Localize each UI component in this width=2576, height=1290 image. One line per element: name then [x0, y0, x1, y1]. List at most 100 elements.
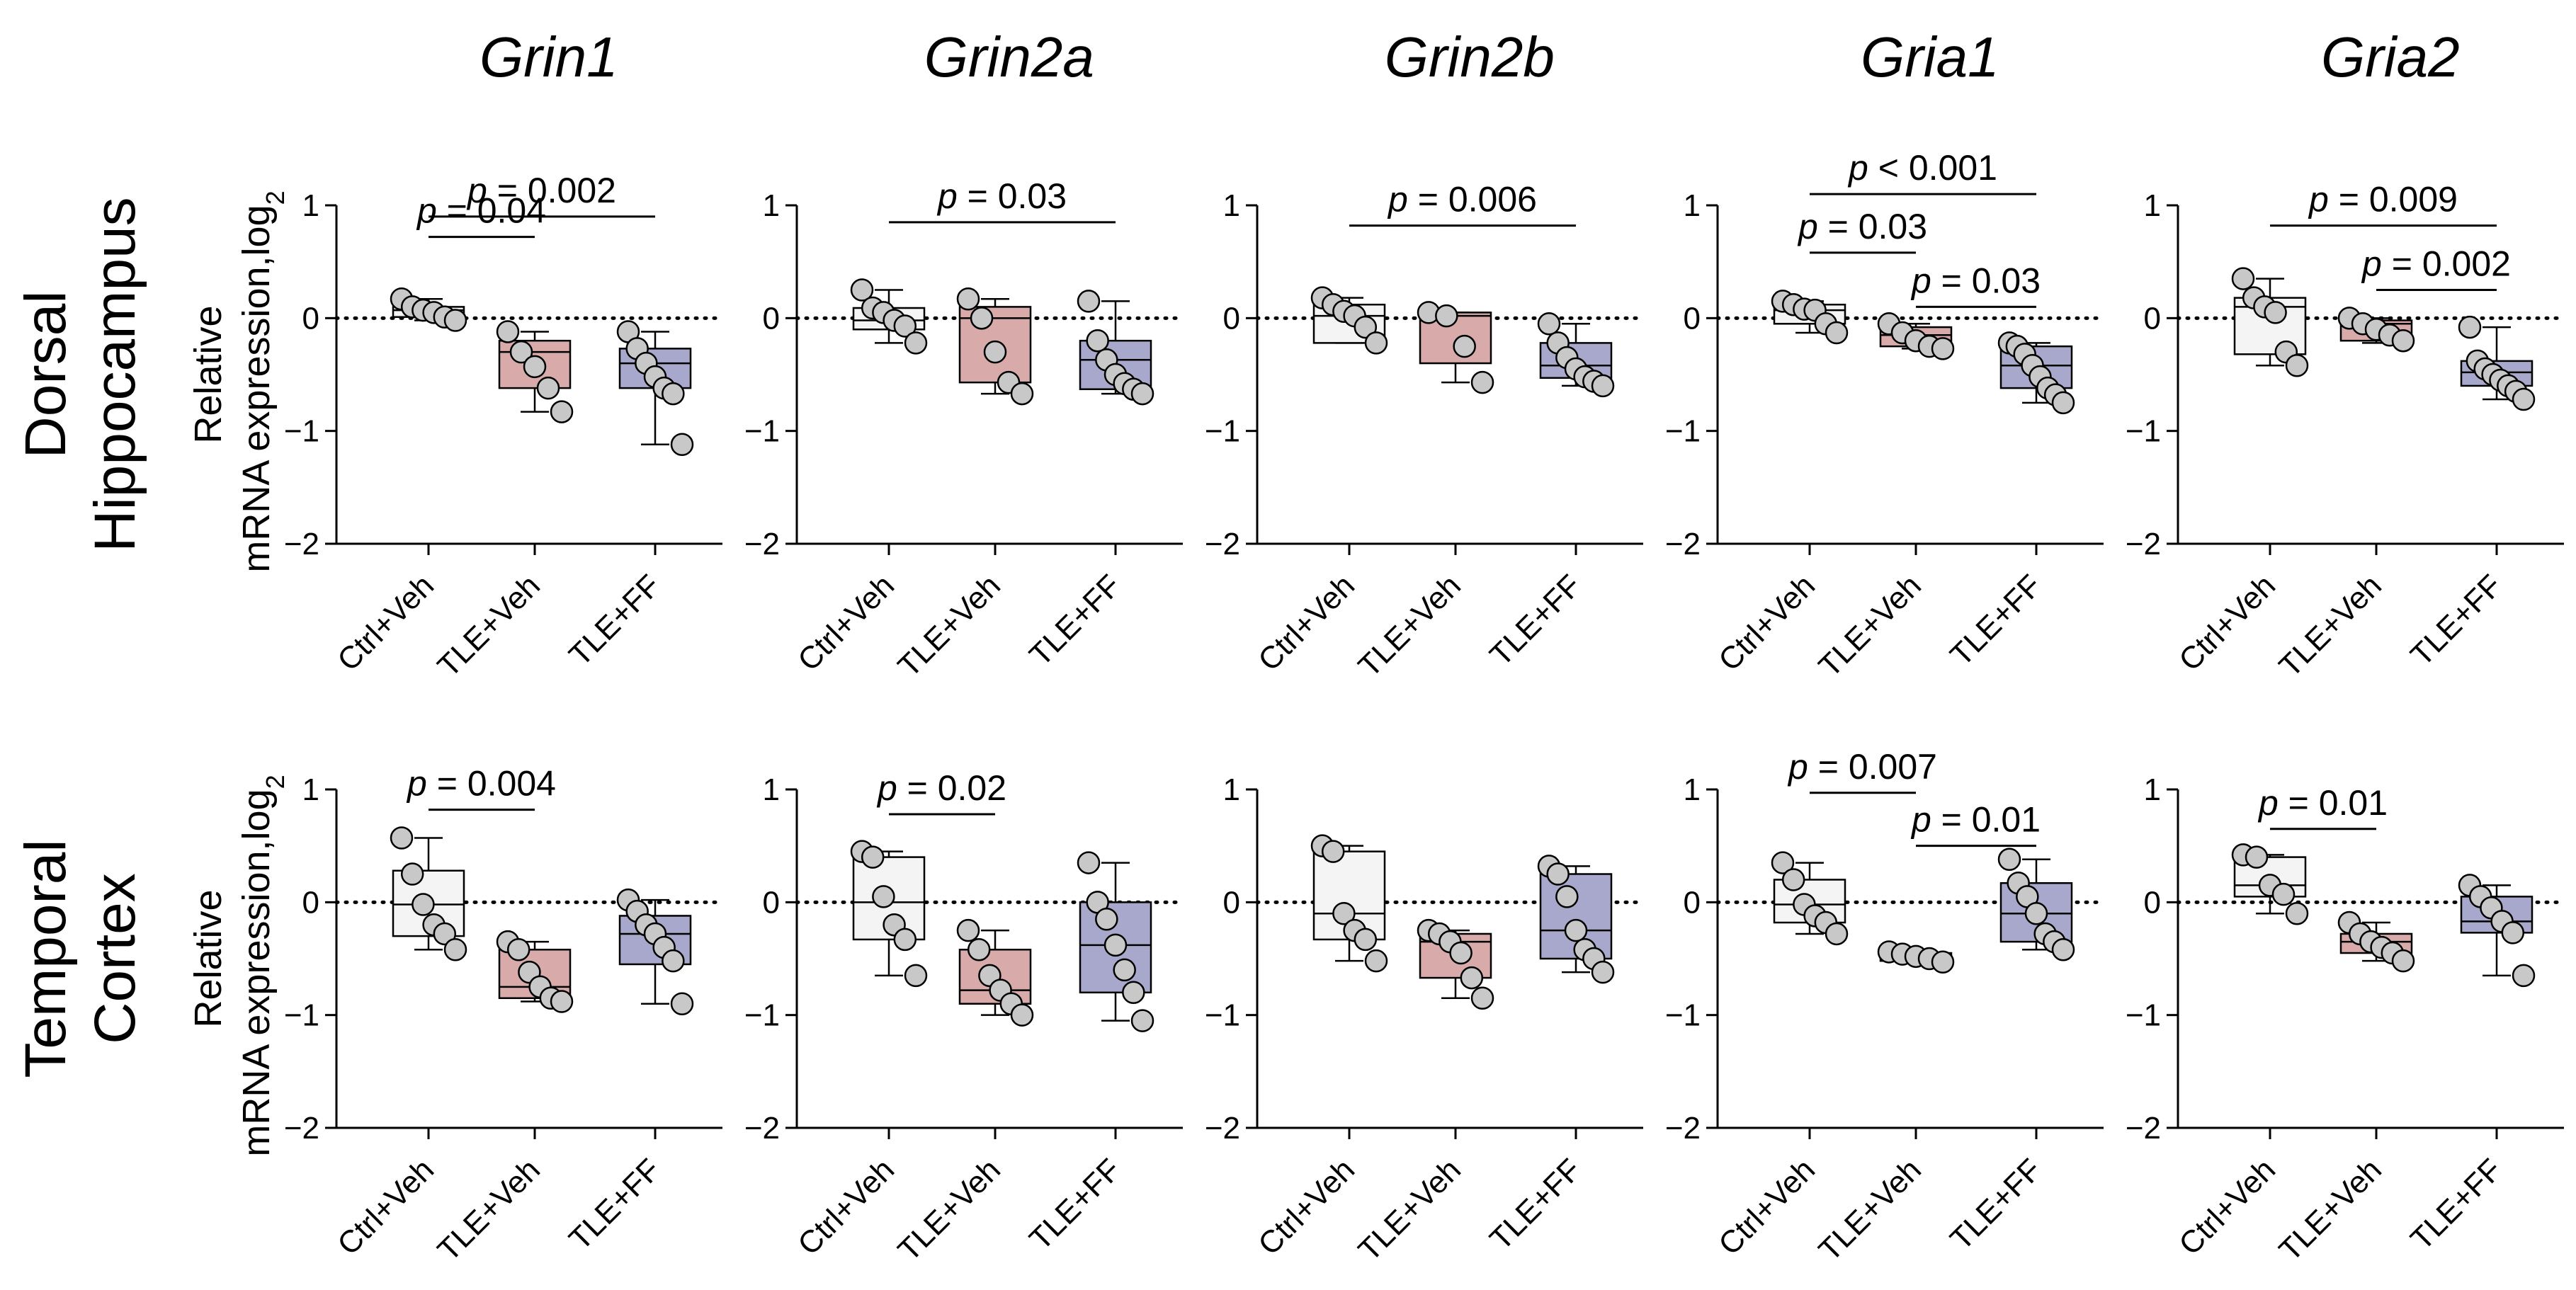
box-tle-ff — [1997, 847, 2075, 961]
p-value-label: p = 0.006 — [1387, 180, 1537, 219]
data-point — [1931, 950, 1955, 974]
data-point — [662, 949, 685, 973]
data-point — [1086, 329, 1109, 353]
p-value-label: p = 0.002 — [466, 171, 616, 210]
p-value-text: = 0.002 — [487, 171, 616, 210]
p-value-text: = 0.009 — [2329, 180, 2458, 219]
data-point — [1453, 334, 1476, 358]
row-label-line1: Dorsal — [13, 291, 78, 459]
data-point — [400, 862, 424, 886]
p-value-text: < 0.001 — [1868, 148, 1997, 188]
x-tick-label: TLE+Veh — [2273, 568, 2389, 684]
data-point — [1997, 847, 2021, 872]
x-tick-label: TLE+FF — [562, 1152, 667, 1257]
y-axis-label-subscript: 2 — [261, 190, 290, 205]
data-point — [904, 331, 928, 355]
y-tick-label: −2 — [284, 527, 319, 561]
box-tle-ff — [1997, 331, 2075, 415]
data-point — [1449, 941, 1473, 965]
y-axis-label-line2: mRNA expression,log2 — [235, 775, 290, 1156]
y-tick-label: 0 — [1684, 885, 1701, 920]
data-point — [1460, 966, 1484, 990]
data-point — [1122, 981, 1145, 1005]
x-tick-label: Ctrl+Veh — [331, 568, 441, 678]
y-tick-label: 1 — [2144, 772, 2161, 807]
p-value-text: = 0.006 — [1408, 180, 1537, 219]
box-tle-veh — [1877, 312, 1955, 360]
box-tle-veh — [2337, 911, 2415, 973]
data-point — [1931, 337, 1955, 360]
data-point — [2024, 902, 2048, 925]
data-point — [1354, 927, 1378, 952]
data-point — [1130, 1009, 1154, 1032]
data-point — [2051, 938, 2075, 961]
x-tick-label: TLE+FF — [1023, 1152, 1128, 1257]
data-point — [1354, 315, 1378, 339]
row-label-line2: Hippocampus — [83, 197, 147, 552]
y-tick-label: 1 — [302, 188, 319, 223]
x-tick-label: TLE+Veh — [1352, 1152, 1468, 1268]
x-tick-label: Ctrl+Veh — [1252, 1152, 1361, 1262]
y-axis-label-line1: Relative — [187, 305, 229, 443]
data-point — [550, 990, 574, 1013]
x-tick-label: TLE+Veh — [1812, 568, 1929, 684]
data-point — [2391, 949, 2415, 973]
data-point — [1095, 907, 1118, 931]
p-value-label: p = 0.01 — [2257, 783, 2388, 823]
data-point — [2501, 921, 2525, 944]
p-value-label: p = 0.04 — [416, 191, 546, 231]
y-tick-label: −2 — [1665, 527, 1701, 561]
x-tick-label: TLE+Veh — [892, 568, 1008, 684]
y-tick-label: −2 — [744, 1111, 780, 1146]
box-ctrl-veh — [850, 840, 928, 988]
p-symbol: p — [1910, 800, 1931, 840]
p-value-text: = 0.03 — [1931, 261, 2041, 300]
y-tick-label: −1 — [2126, 998, 2161, 1033]
p-symbol: p — [1787, 747, 1808, 787]
data-point — [1435, 304, 1458, 328]
data-point — [2231, 267, 2255, 290]
data-point — [412, 893, 435, 916]
p-value-label: p = 0.02 — [876, 768, 1006, 808]
y-tick-label: −1 — [284, 414, 319, 449]
p-symbol: p — [2361, 244, 2382, 284]
x-tick-label: TLE+Veh — [2273, 1152, 2389, 1268]
y-tick-label: −1 — [1665, 998, 1701, 1033]
p-value-label: p < 0.001 — [1847, 148, 1997, 188]
box-ctrl-veh — [1310, 834, 1388, 973]
y-tick-label: −2 — [1205, 527, 1240, 561]
data-point — [523, 355, 547, 379]
data-point — [2391, 329, 2415, 353]
y-axis-label-subscript: 2 — [261, 775, 290, 789]
data-point — [2512, 387, 2536, 411]
p-symbol: p — [936, 176, 958, 216]
box-tle-veh — [1417, 918, 1494, 1010]
x-tick-label: TLE+FF — [1483, 1152, 1588, 1257]
p-value-text: = 0.007 — [1808, 747, 1937, 787]
box-tle-ff — [2458, 874, 2536, 988]
p-value-label: p = 0.007 — [1787, 747, 1937, 787]
x-tick-label: Ctrl+Veh — [2172, 1152, 2282, 1262]
data-point — [390, 826, 414, 850]
data-point — [1077, 851, 1101, 874]
row-label-0: Dorsal Hippocampus — [13, 197, 147, 552]
box-tle-veh — [496, 320, 574, 423]
box-tle-veh — [956, 918, 1034, 1027]
p-value-label: p = 0.002 — [2361, 244, 2511, 284]
y-tick-label: 1 — [1684, 188, 1701, 223]
data-point — [956, 918, 980, 942]
x-tick-label: TLE+FF — [2404, 1152, 2509, 1257]
data-point — [1591, 374, 1615, 398]
y-tick-label: −1 — [1665, 414, 1701, 449]
data-point — [662, 382, 685, 406]
data-point — [1781, 868, 1805, 891]
y-tick-label: 0 — [1684, 301, 1701, 336]
p-symbol: p — [1387, 180, 1408, 219]
data-point — [1564, 918, 1588, 942]
data-point — [1546, 862, 1570, 886]
